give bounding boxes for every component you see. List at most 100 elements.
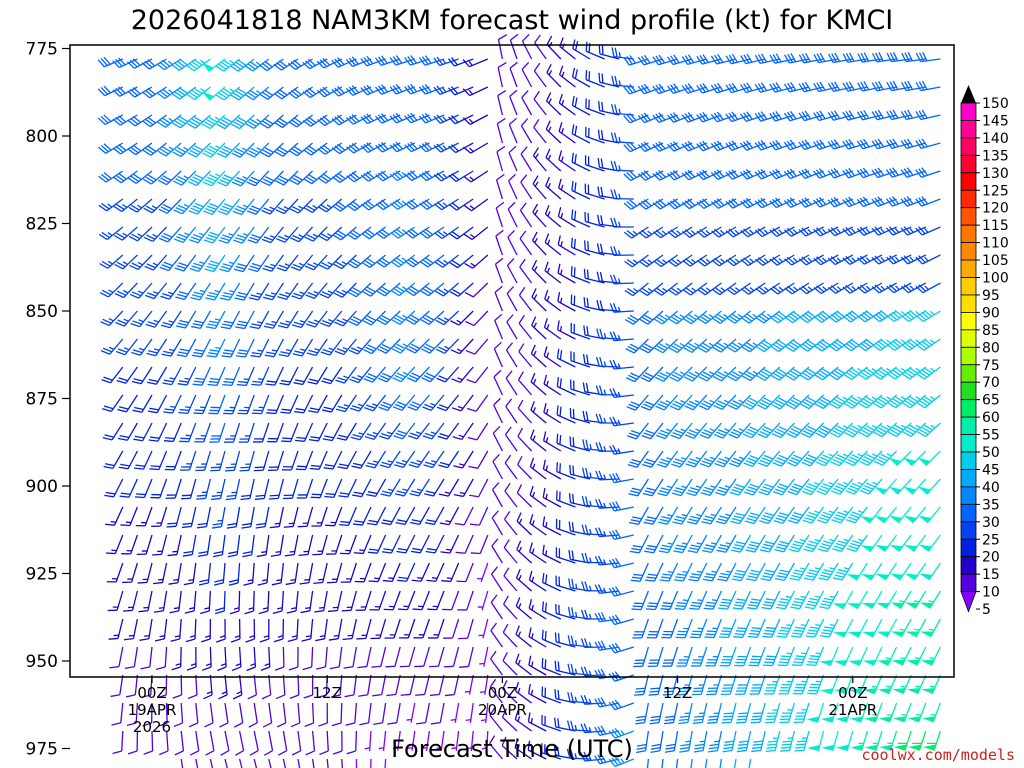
wind-barb <box>327 590 343 613</box>
wind-barb <box>356 618 372 640</box>
y-tick-label: 850 <box>26 302 58 322</box>
wind-barb <box>793 702 810 723</box>
wind-barb <box>842 196 868 208</box>
wind-barb <box>799 338 824 352</box>
wind-barb <box>637 141 664 153</box>
wind-barb <box>503 539 518 564</box>
wind-barb <box>886 226 912 236</box>
wind-barb <box>299 562 314 585</box>
wind-barb <box>355 758 358 768</box>
wind-barb <box>113 170 138 184</box>
y-tick-label: 925 <box>26 565 58 585</box>
wind-barb <box>100 338 124 355</box>
wind-barb <box>519 258 533 284</box>
wind-barb <box>322 422 343 442</box>
wind-barb <box>664 730 679 753</box>
wind-barb <box>382 562 401 583</box>
wind-barb <box>504 482 518 508</box>
wind-barb <box>321 366 343 385</box>
wind-barb <box>530 372 547 396</box>
wind-barb <box>493 341 503 368</box>
wind-barb <box>253 758 258 768</box>
wind-barb <box>352 506 372 526</box>
wind-barb <box>360 113 386 125</box>
wind-barb <box>715 506 737 525</box>
wind-barb <box>741 310 766 324</box>
colorbar-label: 45 <box>982 462 1000 478</box>
wind-barb <box>339 534 358 555</box>
wind-barb <box>815 450 839 467</box>
wind-barb <box>295 422 314 442</box>
wind-barb <box>426 562 445 582</box>
wind-barb <box>673 562 693 582</box>
colorbar-label: 135 <box>982 148 1009 164</box>
wind-barb <box>915 52 941 63</box>
wind-barb <box>813 226 839 237</box>
wind-barb <box>159 254 182 272</box>
wind-barb <box>845 506 868 524</box>
wind-barb <box>220 730 230 756</box>
wind-barb <box>769 226 795 237</box>
wind-barb <box>759 506 781 525</box>
wind-barb <box>195 450 212 472</box>
wind-barb <box>516 512 533 536</box>
wind-barb <box>179 422 197 443</box>
wind-barb <box>233 254 255 273</box>
wind-barb <box>886 167 912 178</box>
wind-barb <box>274 170 299 186</box>
wind-barb <box>453 478 474 498</box>
wind-barb <box>544 205 562 228</box>
wind-barb <box>450 310 474 326</box>
wind-barb <box>406 366 430 383</box>
wind-barb <box>555 603 576 620</box>
wind-barb <box>901 338 927 351</box>
wind-barb <box>759 534 781 553</box>
wind-barb <box>506 258 518 284</box>
wind-barb <box>260 170 284 187</box>
wind-barb <box>259 86 284 100</box>
wind-barb <box>769 139 795 151</box>
wind-barb <box>659 562 679 582</box>
wind-barb <box>903 478 927 495</box>
wind-barb <box>359 702 372 726</box>
wind-barb <box>740 197 766 209</box>
wind-barb <box>429 674 445 696</box>
wind-barb <box>900 226 927 236</box>
wind-barb <box>830 478 854 495</box>
wind-barb <box>234 282 255 301</box>
wind-barb <box>635 702 650 725</box>
wind-barb <box>249 730 259 756</box>
wind-barb <box>433 85 459 96</box>
wind-barb <box>900 196 927 207</box>
wind-barb <box>675 758 679 768</box>
wind-barb <box>102 422 124 441</box>
wind-barb <box>269 506 285 529</box>
wind-barb <box>373 702 387 726</box>
wind-barb <box>158 198 182 214</box>
wind-barb <box>325 506 343 527</box>
x-tick-label: 19APR <box>128 701 177 719</box>
wind-barb <box>112 730 124 755</box>
wind-barb <box>629 534 649 554</box>
plot-frame <box>69 44 955 678</box>
wind-barb <box>681 198 708 210</box>
wind-barb <box>490 594 503 620</box>
wind-barb <box>464 282 489 298</box>
wind-barb <box>437 422 460 440</box>
wind-barb <box>860 506 883 524</box>
wind-barb <box>427 590 445 611</box>
wind-barb <box>594 697 620 708</box>
wind-barb <box>319 282 343 299</box>
wind-barb <box>465 338 489 355</box>
wind-barb <box>337 450 357 470</box>
wind-barb <box>300 590 314 614</box>
wind-barb <box>362 282 387 297</box>
wind-barb <box>260 142 284 158</box>
wind-barb <box>780 730 796 752</box>
wind-barb <box>221 338 241 358</box>
wind-barb <box>371 646 387 668</box>
wind-barb <box>517 399 533 424</box>
wind-barb <box>440 534 460 554</box>
wind-barb <box>906 646 927 666</box>
wind-barb <box>847 590 868 610</box>
